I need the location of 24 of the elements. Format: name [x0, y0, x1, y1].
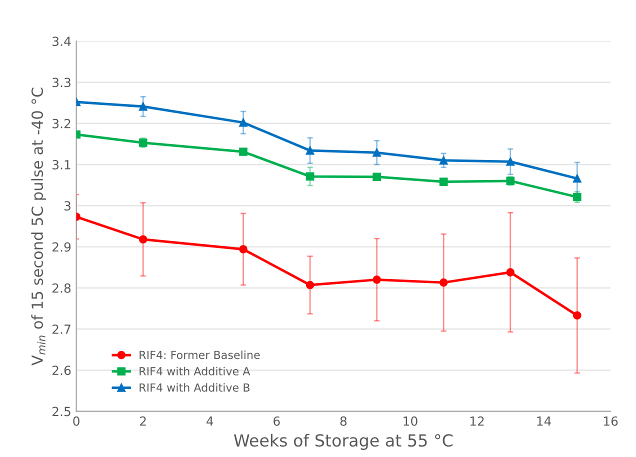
y-tick-label: 3.1	[52, 160, 70, 170]
x-tick-label: 4	[206, 416, 214, 426]
y-tick-label: 2.8	[52, 283, 71, 293]
x-tick-label: 2	[140, 416, 146, 426]
x-tick-label: 6	[274, 416, 280, 426]
y-tick-label: 3.3	[52, 78, 70, 88]
x-tick-label: 16	[604, 416, 618, 426]
y-tick-label: 3.4	[52, 36, 71, 46]
x-tick-label: 14	[537, 416, 552, 426]
x-tick-label: 0	[73, 416, 80, 426]
x-axis-title: Weeks of Storage at 55 °C	[234, 434, 453, 450]
legend-label: RIF4: Former Baseline	[140, 350, 260, 360]
y-tick-label: 2.9	[52, 242, 71, 252]
y-tick-label: 2.7	[52, 324, 70, 334]
x-tick-label: 12	[470, 416, 484, 426]
y-tick-label: 2.6	[52, 366, 71, 376]
y-tick-label: 3	[64, 201, 70, 211]
legend-label: RIF4 with Additive B	[140, 383, 250, 392]
y-axis-title: V$_{min}$ of 15 second 5C pulse at -40 °C	[31, 88, 46, 366]
legend-label: RIF4 with Additive A	[140, 366, 250, 376]
y-tick-label: 2.5	[52, 406, 70, 416]
y-tick-label: 3.2	[52, 118, 70, 128]
x-tick-label: 10	[404, 416, 418, 426]
x-tick-label: 8	[340, 416, 347, 426]
